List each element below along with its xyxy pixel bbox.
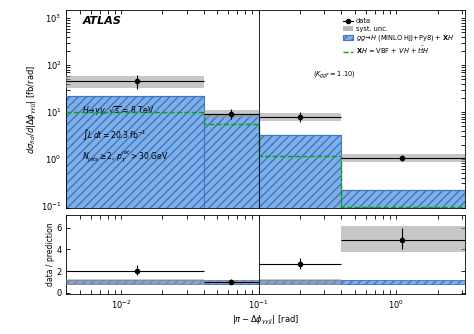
Text: $(K_{ggF} = 1.10)$: $(K_{ggF} = 1.10)$: [313, 69, 356, 81]
Y-axis label: data / prediction: data / prediction: [46, 222, 55, 286]
Bar: [341, 190, 465, 334]
Bar: [259, 113, 341, 121]
Bar: [341, 280, 465, 284]
Bar: [341, 226, 465, 252]
Bar: [204, 280, 259, 284]
Bar: [259, 279, 341, 285]
X-axis label: $|\pi - \Delta\phi_{\gamma\gamma jj}|$ [rad]: $|\pi - \Delta\phi_{\gamma\gamma jj}|$ […: [232, 314, 299, 327]
Bar: [66, 96, 204, 334]
Bar: [259, 280, 341, 284]
Bar: [66, 280, 204, 284]
Text: $\int L\, dt = 20.3$ fb$^{-1}$: $\int L\, dt = 20.3$ fb$^{-1}$: [82, 127, 147, 142]
Bar: [341, 154, 465, 162]
Text: $H\!\rightarrow\!\gamma\gamma$, $\sqrt{s}$ = 8 TeV: $H\!\rightarrow\!\gamma\gamma$, $\sqrt{s…: [82, 105, 155, 119]
Y-axis label: $d\sigma_{fid} / d|\Delta\phi_{\gamma\gamma jj}|$ [fb/rad]: $d\sigma_{fid} / d|\Delta\phi_{\gamma\ga…: [26, 64, 39, 154]
Bar: [66, 75, 204, 88]
Bar: [66, 279, 204, 285]
Bar: [204, 110, 259, 118]
Bar: [204, 114, 259, 334]
Bar: [204, 280, 259, 284]
Legend: data, syst. unc., $gg\!\rightarrow\!H$ (MINLO HJJ+Py8) + $\mathbf{X}H$, $\mathbf: data, syst. unc., $gg\!\rightarrow\!H$ (…: [340, 15, 457, 59]
Bar: [259, 135, 341, 334]
Text: $N_{jets} \geq 2$, $p_T^{jet} > 30$ GeV: $N_{jets} \geq 2$, $p_T^{jet} > 30$ GeV: [82, 149, 169, 164]
Text: ATLAS: ATLAS: [82, 16, 121, 26]
